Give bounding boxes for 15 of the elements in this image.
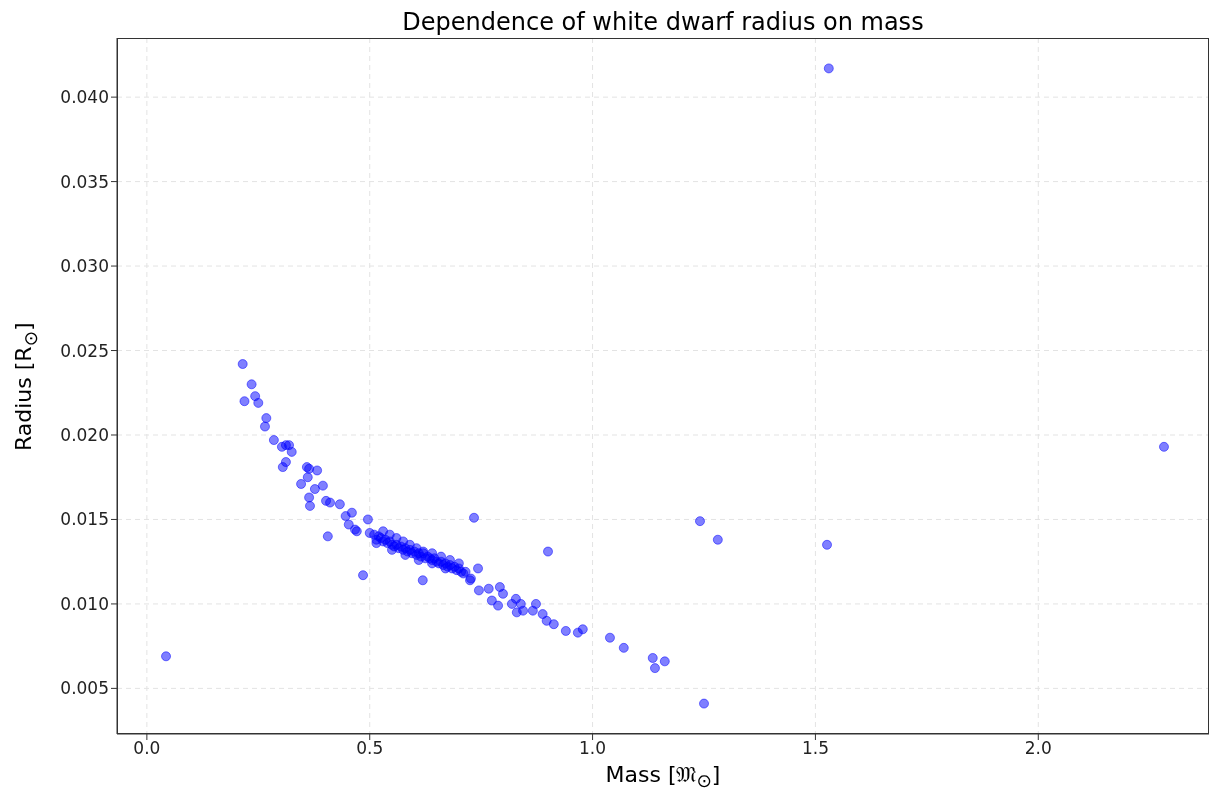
x-tick-label: 0.0 <box>133 738 161 759</box>
y-tick-label: 0.015 <box>60 509 109 530</box>
x-axis-title: Mass [𝔐$_{⊙}$] <box>604 762 722 792</box>
y-tick-label: 0.005 <box>60 678 109 699</box>
x-tick-label: 0.5 <box>356 738 384 759</box>
x-tick-label: 1.0 <box>579 738 607 759</box>
y-tick-label: 0.025 <box>60 340 109 361</box>
y-tick-label: 0.035 <box>60 171 109 192</box>
x-tick-label: 1.5 <box>801 738 829 759</box>
x-tick-label: 2.0 <box>1024 738 1052 759</box>
y-tick-label: 0.040 <box>60 87 109 108</box>
y-tick-label: 0.030 <box>60 256 109 277</box>
y-tick-label: 0.010 <box>60 593 109 614</box>
chart-title: Dependence of white dwarf radius on mass <box>401 8 925 36</box>
y-tick-label: 0.020 <box>60 425 109 446</box>
